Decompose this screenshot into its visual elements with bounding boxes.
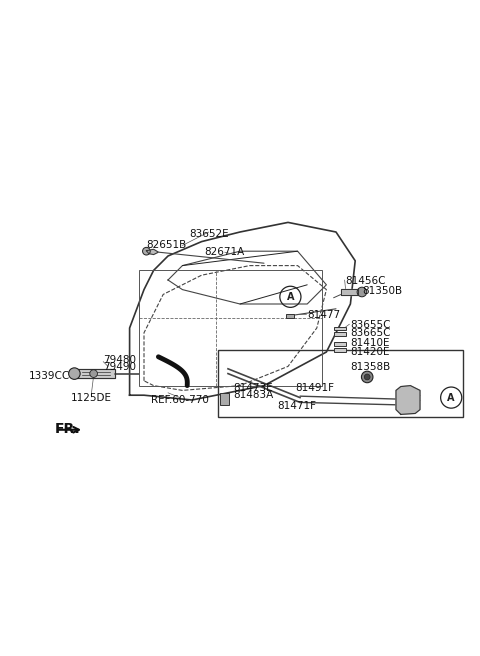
Text: 81350B: 81350B [362, 285, 403, 296]
Circle shape [357, 287, 367, 297]
Bar [218, 350, 463, 417]
Circle shape [143, 247, 150, 255]
Circle shape [69, 368, 80, 379]
Polygon shape [396, 386, 420, 415]
Text: 83652E: 83652E [189, 230, 228, 239]
Text: A: A [287, 292, 294, 302]
Bar [286, 314, 294, 318]
Text: 81358B: 81358B [350, 362, 391, 373]
Bar [334, 333, 346, 336]
Text: 1339CC: 1339CC [29, 371, 70, 381]
Text: 82651B: 82651B [146, 241, 187, 251]
Text: FR.: FR. [55, 422, 81, 436]
Text: 81491F: 81491F [295, 383, 334, 393]
Text: 79490: 79490 [103, 362, 136, 373]
Text: 79480: 79480 [103, 355, 136, 365]
Text: 81420E: 81420E [350, 346, 390, 356]
Circle shape [361, 371, 373, 382]
Circle shape [364, 374, 370, 380]
Text: 81471F: 81471F [277, 401, 316, 411]
Bar [220, 393, 229, 405]
Circle shape [90, 370, 97, 377]
Text: 81477: 81477 [307, 310, 340, 320]
Text: 81410E: 81410E [350, 338, 390, 348]
Bar [139, 270, 322, 386]
Text: A: A [447, 392, 455, 403]
Polygon shape [341, 289, 358, 295]
Text: 83655C: 83655C [350, 320, 391, 330]
Text: 81456C: 81456C [346, 276, 386, 286]
Bar [334, 327, 346, 331]
Text: 81483A: 81483A [233, 390, 273, 400]
Text: 1125DE: 1125DE [71, 392, 112, 403]
Bar [334, 342, 346, 346]
Text: 83665C: 83665C [350, 328, 391, 338]
Polygon shape [146, 249, 158, 255]
Text: 82671A: 82671A [204, 247, 244, 257]
Text: REF.60-770: REF.60-770 [151, 395, 209, 405]
Polygon shape [77, 369, 115, 379]
Text: 81473E: 81473E [233, 383, 273, 393]
Bar [334, 348, 346, 352]
